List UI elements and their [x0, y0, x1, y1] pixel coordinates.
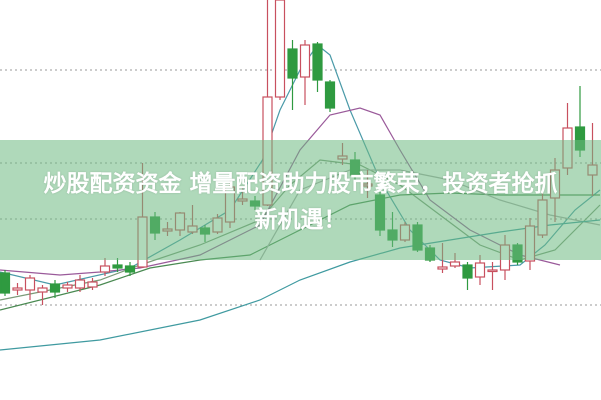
candle-body — [437, 266, 448, 270]
candle-body — [37, 287, 48, 293]
headline-line-1: 炒股配资资金 增量配资助力股市繁荣，投资者抢抓 — [43, 171, 558, 197]
headline-line-2: 新机遇！ — [254, 207, 347, 233]
candle-body — [112, 264, 123, 269]
candle-body — [0, 272, 11, 294]
headline: 炒股配资资金 增量配资助力股市繁荣，投资者抢抓 新机遇！ — [0, 166, 601, 238]
candle-body — [312, 43, 323, 81]
candle-body — [474, 262, 486, 278]
candle-body — [74, 279, 86, 289]
candle-body — [449, 261, 461, 267]
candle-body — [12, 287, 23, 291]
candle-body — [487, 269, 498, 273]
candle-body — [287, 48, 298, 79]
candle-body — [299, 44, 311, 78]
candle-body — [462, 264, 473, 279]
candle-body — [24, 277, 36, 291]
candle-body — [324, 81, 336, 109]
candle-body — [274, 0, 286, 98]
headline-banner — [0, 140, 601, 260]
candle-body — [62, 284, 73, 289]
candle-body — [124, 265, 136, 273]
candle-body — [87, 281, 98, 288]
candle-body — [99, 265, 111, 273]
candle-body — [49, 283, 61, 293]
